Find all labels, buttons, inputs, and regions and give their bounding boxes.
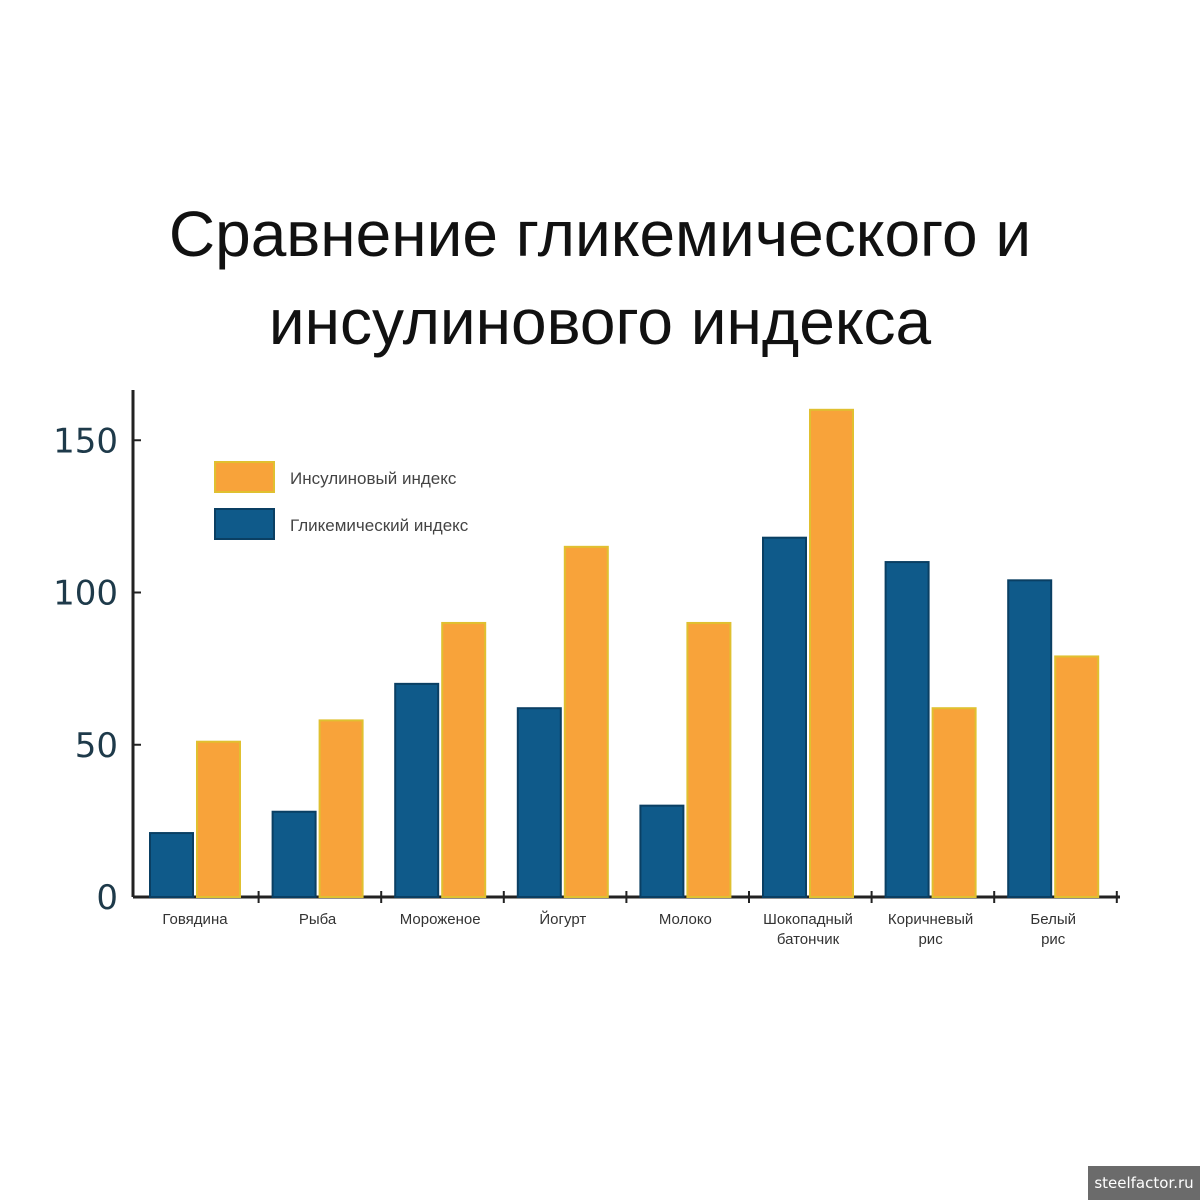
bar-glycemic-4 (639, 804, 685, 899)
chart-title: Сравнение гликемического и инсулинового … (0, 190, 1200, 366)
category-label: Коричневый рис (888, 911, 973, 948)
chart-bars (149, 408, 1100, 899)
bar-insulin-5 (809, 408, 854, 898)
category-label-line: рис (1041, 931, 1066, 948)
y-tick-label: 150 (53, 421, 118, 461)
bar-glycemic-7 (1007, 579, 1053, 898)
category-label: Мороженое (400, 911, 481, 928)
category-label: Шокопадный батончик (763, 911, 853, 948)
category-label-line: Белый (1030, 911, 1076, 928)
category-label-line: Молоко (659, 911, 712, 928)
category-label-line: Мороженое (400, 911, 481, 928)
bar-insulin-1 (318, 719, 364, 899)
category-label: Йогурт (539, 910, 586, 928)
bar-glycemic-0 (149, 832, 194, 898)
category-labels: Говядина Рыба Мороженое Йогурт Молоко Шокопад… (162, 910, 1076, 948)
legend-swatch-glycemic (214, 508, 275, 540)
bar-insulin-4 (686, 621, 732, 898)
category-label-line: Коричневый (888, 911, 973, 928)
bar-insulin-6 (931, 707, 977, 899)
bar-glycemic-3 (516, 707, 562, 899)
bar-insulin-0 (196, 740, 241, 899)
bar-glycemic-1 (271, 810, 317, 898)
category-label: Говядина (162, 911, 228, 928)
legend-label-insulin: Инсулиновый индекс (290, 469, 457, 488)
chart-title-line-2: инсулинового индекса (268, 286, 932, 358)
category-label-line: батончик (777, 931, 840, 948)
legend-swatch-insulin (214, 461, 275, 493)
category-label-line: Рыба (299, 911, 337, 928)
category-label: Рыба (299, 911, 337, 928)
category-label-line: Йогурт (539, 910, 586, 928)
watermark: steelfactor.ru (1088, 1166, 1200, 1200)
bar-insulin-3 (563, 545, 609, 898)
category-label-line: Шокопадный (763, 911, 853, 928)
category-label-line: рис (918, 931, 943, 948)
y-tick-labels: 0 50 100 150 (53, 421, 118, 918)
y-tick-label: 100 (53, 574, 118, 614)
bar-glycemic-6 (884, 561, 930, 898)
bar-insulin-7 (1054, 655, 1100, 898)
category-label-line: Говядина (162, 911, 228, 928)
legend-label-glycemic: Гликемический индекс (290, 516, 469, 535)
bar-insulin-2 (441, 621, 487, 898)
y-tick-label: 0 (96, 878, 118, 918)
bar-glycemic-5 (762, 536, 807, 898)
chart-legend: Инсулиновый индекс Гликемический индекс (214, 461, 469, 540)
category-label: Молоко (659, 911, 712, 928)
y-tick-label: 50 (75, 726, 118, 766)
category-label: Белый рис (1030, 911, 1076, 948)
bar-glycemic-2 (394, 682, 440, 898)
chart-title-line-1: Сравнение гликемического и (168, 198, 1032, 270)
